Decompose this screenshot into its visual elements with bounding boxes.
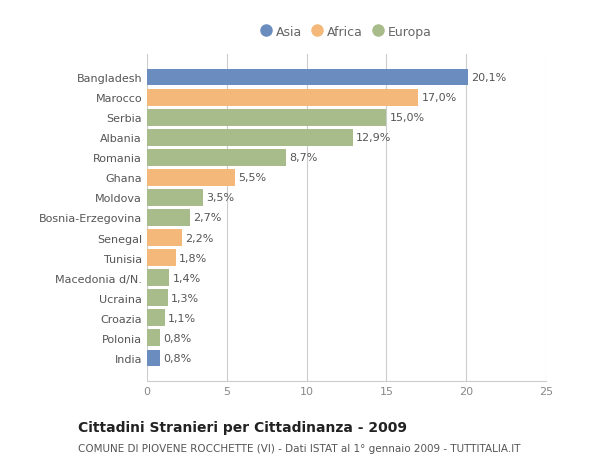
Bar bbox=[147, 110, 386, 126]
Text: 12,9%: 12,9% bbox=[356, 133, 391, 143]
Text: 20,1%: 20,1% bbox=[471, 73, 506, 83]
Text: 0,8%: 0,8% bbox=[163, 353, 191, 363]
Bar bbox=[147, 270, 169, 286]
Text: 1,3%: 1,3% bbox=[171, 293, 199, 303]
Bar bbox=[147, 70, 468, 86]
Text: COMUNE DI PIOVENE ROCCHETTE (VI) - Dati ISTAT al 1° gennaio 2009 - TUTTITALIA.IT: COMUNE DI PIOVENE ROCCHETTE (VI) - Dati … bbox=[78, 443, 521, 453]
Text: 1,1%: 1,1% bbox=[168, 313, 196, 323]
Text: 8,7%: 8,7% bbox=[289, 153, 317, 163]
Text: 17,0%: 17,0% bbox=[422, 93, 457, 103]
Text: 15,0%: 15,0% bbox=[389, 113, 425, 123]
Bar bbox=[147, 190, 203, 206]
Text: 2,7%: 2,7% bbox=[193, 213, 221, 223]
Bar bbox=[147, 150, 286, 166]
Text: 1,4%: 1,4% bbox=[173, 273, 201, 283]
Bar bbox=[147, 230, 182, 246]
Bar bbox=[147, 350, 160, 366]
Bar bbox=[147, 330, 160, 346]
Text: Cittadini Stranieri per Cittadinanza - 2009: Cittadini Stranieri per Cittadinanza - 2… bbox=[78, 420, 407, 434]
Legend: Asia, Africa, Europa: Asia, Africa, Europa bbox=[257, 22, 436, 43]
Bar bbox=[147, 170, 235, 186]
Text: 1,8%: 1,8% bbox=[179, 253, 207, 263]
Bar bbox=[147, 130, 353, 146]
Bar bbox=[147, 310, 164, 326]
Bar bbox=[147, 210, 190, 226]
Bar bbox=[147, 250, 176, 266]
Text: 2,2%: 2,2% bbox=[185, 233, 214, 243]
Text: 5,5%: 5,5% bbox=[238, 173, 266, 183]
Bar bbox=[147, 290, 168, 306]
Bar bbox=[147, 90, 418, 106]
Text: 3,5%: 3,5% bbox=[206, 193, 234, 203]
Text: 0,8%: 0,8% bbox=[163, 333, 191, 343]
